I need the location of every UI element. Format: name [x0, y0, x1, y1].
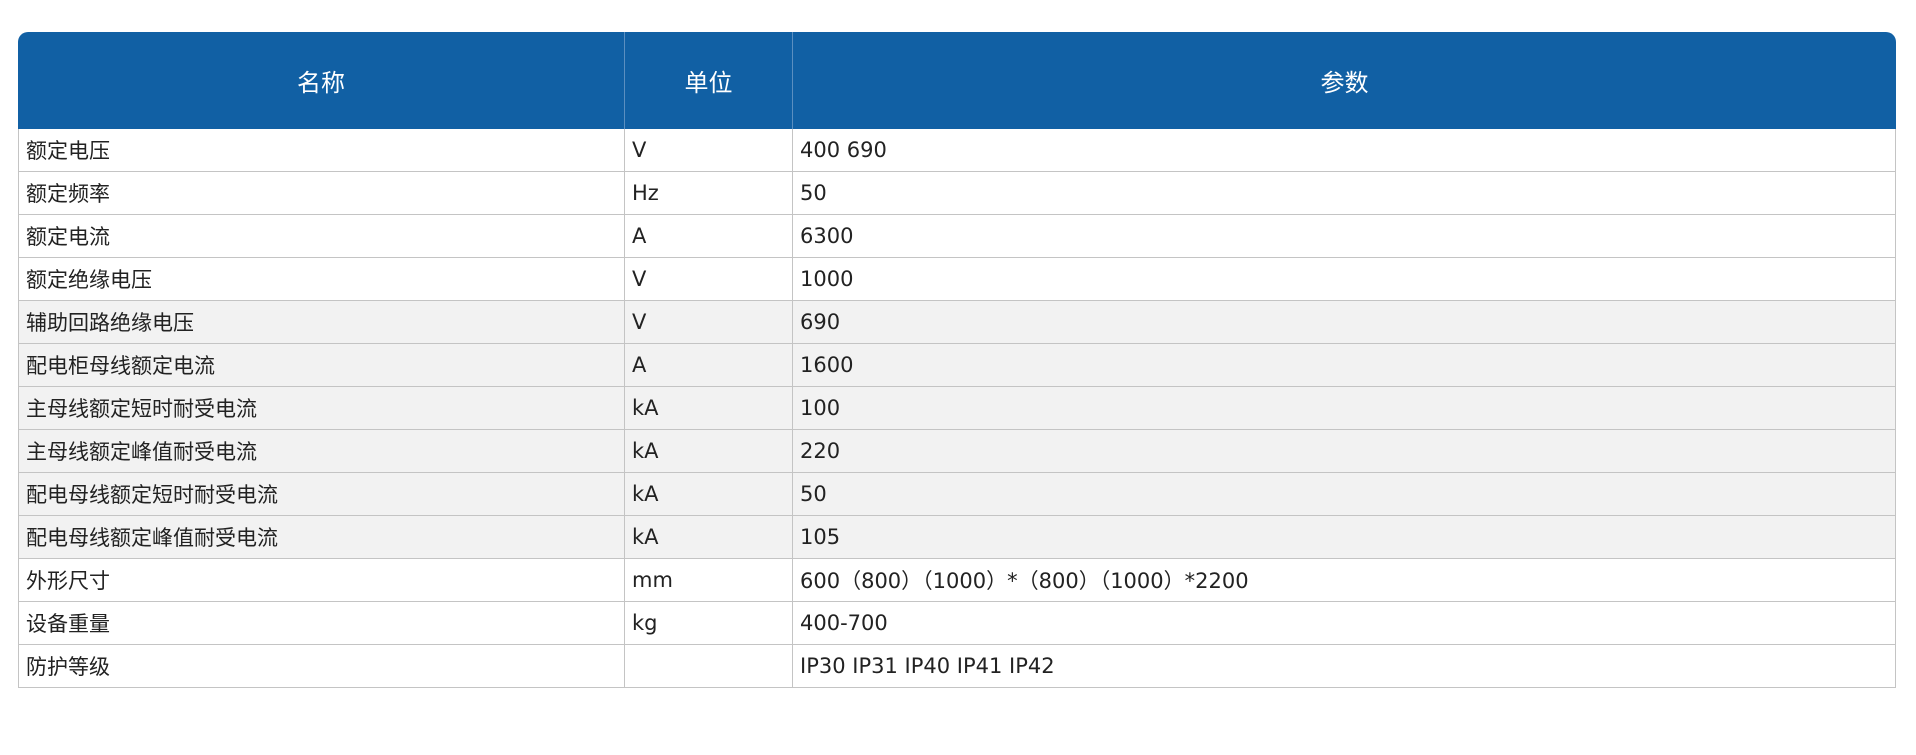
cell-value: 400 690: [793, 129, 1896, 172]
cell-value: 50: [793, 172, 1896, 215]
table-header-row: 名称 单位 参数: [18, 32, 1896, 129]
table-row: 配电母线额定短时耐受电流 kA 50: [18, 473, 1896, 516]
cell-value: 690: [793, 301, 1896, 344]
cell-name: 额定电流: [18, 215, 625, 258]
spec-table: 名称 单位 参数 额定电压 V 400 690 额定频率 Hz 50 额定电流 A 6300 额定…: [18, 32, 1896, 688]
table-row: 配电柜母线额定电流 A 1600: [18, 344, 1896, 387]
cell-unit: V: [625, 301, 793, 344]
cell-value: 50: [793, 473, 1896, 516]
spec-table-container: 名称 单位 参数 额定电压 V 400 690 额定频率 Hz 50 额定电流 A 6300 额定…: [18, 32, 1896, 688]
table-row: 设备重量 kg 400-700: [18, 602, 1896, 645]
cell-name: 主母线额定峰值耐受电流: [18, 430, 625, 473]
cell-unit: kA: [625, 473, 793, 516]
cell-unit: [625, 645, 793, 688]
cell-value: 1000: [793, 258, 1896, 301]
cell-name: 额定绝缘电压: [18, 258, 625, 301]
table-row: 额定绝缘电压 V 1000: [18, 258, 1896, 301]
table-row: 主母线额定短时耐受电流 kA 100: [18, 387, 1896, 430]
table-row: 额定频率 Hz 50: [18, 172, 1896, 215]
header-value: 参数: [793, 32, 1896, 129]
cell-value: 1600: [793, 344, 1896, 387]
cell-unit: mm: [625, 559, 793, 602]
cell-unit: A: [625, 215, 793, 258]
cell-unit: kg: [625, 602, 793, 645]
cell-value: 400-700: [793, 602, 1896, 645]
cell-unit: kA: [625, 430, 793, 473]
table-row: 额定电流 A 6300: [18, 215, 1896, 258]
table-row: 主母线额定峰值耐受电流 kA 220: [18, 430, 1896, 473]
cell-name: 配电母线额定峰值耐受电流: [18, 516, 625, 559]
cell-name: 额定频率: [18, 172, 625, 215]
cell-name: 辅助回路绝缘电压: [18, 301, 625, 344]
cell-unit: kA: [625, 516, 793, 559]
cell-unit: A: [625, 344, 793, 387]
cell-unit: Hz: [625, 172, 793, 215]
cell-name: 主母线额定短时耐受电流: [18, 387, 625, 430]
cell-name: 配电母线额定短时耐受电流: [18, 473, 625, 516]
cell-value: 6300: [793, 215, 1896, 258]
cell-value: 600（800）（1000）*（800）（1000）*2200: [793, 559, 1896, 602]
cell-name: 设备重量: [18, 602, 625, 645]
table-row: 外形尺寸 mm 600（800）（1000）*（800）（1000）*2200: [18, 559, 1896, 602]
table-row: 辅助回路绝缘电压 V 690: [18, 301, 1896, 344]
cell-value: IP30 IP31 IP40 IP41 IP42: [793, 645, 1896, 688]
cell-value: 100: [793, 387, 1896, 430]
cell-value: 220: [793, 430, 1896, 473]
cell-unit: V: [625, 258, 793, 301]
table-row: 额定电压 V 400 690: [18, 129, 1896, 172]
cell-name: 额定电压: [18, 129, 625, 172]
table-row: 配电母线额定峰值耐受电流 kA 105: [18, 516, 1896, 559]
table-row: 防护等级 IP30 IP31 IP40 IP41 IP42: [18, 645, 1896, 688]
cell-name: 外形尺寸: [18, 559, 625, 602]
cell-unit: kA: [625, 387, 793, 430]
cell-name: 防护等级: [18, 645, 625, 688]
cell-unit: V: [625, 129, 793, 172]
cell-name: 配电柜母线额定电流: [18, 344, 625, 387]
header-name: 名称: [18, 32, 625, 129]
cell-value: 105: [793, 516, 1896, 559]
header-unit: 单位: [625, 32, 793, 129]
